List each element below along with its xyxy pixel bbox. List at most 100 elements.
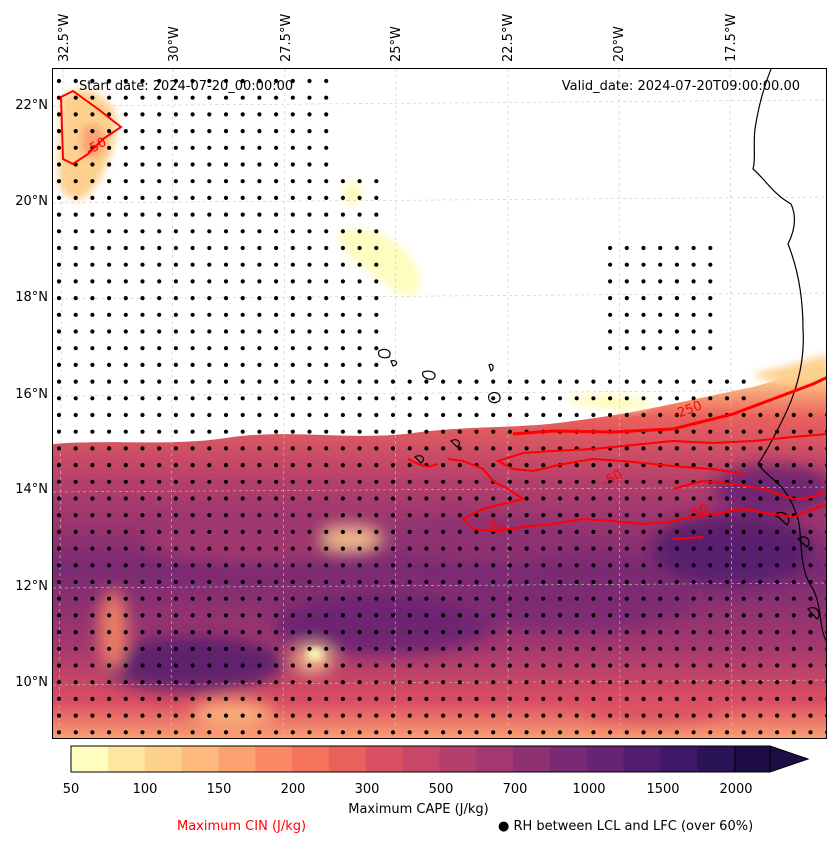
rh-dot	[691, 312, 696, 317]
rh-dot	[357, 362, 362, 367]
rh-dot	[240, 112, 245, 117]
rh-dot	[407, 630, 412, 635]
rh-dot	[608, 663, 613, 668]
rh-dot	[223, 630, 229, 635]
rh-dot	[591, 696, 596, 702]
rh-dot	[157, 730, 162, 735]
rh-dot	[307, 162, 312, 167]
rh-dot	[758, 496, 763, 501]
colorbar-extend-arrow	[734, 745, 810, 773]
rh-dot	[674, 446, 680, 451]
rh-dot	[741, 730, 746, 735]
rh-dot	[591, 630, 596, 635]
rh-dot	[307, 279, 312, 284]
rh-dot	[658, 579, 663, 585]
rh-dot	[674, 596, 680, 601]
rh-dot	[140, 229, 145, 234]
rh-dot	[674, 546, 680, 551]
rh-dot	[73, 579, 78, 585]
rh-dot	[724, 579, 730, 585]
colorbar-tick: 2000	[719, 782, 753, 797]
rh-dot	[107, 262, 112, 267]
rh-dot	[791, 596, 796, 601]
rh-dot	[207, 212, 212, 217]
rh-dot	[474, 730, 479, 735]
rh-dot	[574, 513, 579, 518]
rh-dot	[340, 446, 345, 451]
rh-dot	[207, 95, 212, 100]
rh-dot	[107, 329, 112, 334]
rh-dot	[708, 412, 713, 418]
rh-dot	[240, 680, 245, 685]
rh-dot	[374, 312, 379, 317]
rh-dot	[140, 296, 145, 301]
rh-dot	[457, 463, 462, 468]
rh-dot	[257, 279, 262, 284]
rh-dot	[56, 513, 62, 518]
rh-dot	[541, 663, 546, 668]
rh-dot	[140, 112, 145, 117]
rh-dot	[357, 596, 362, 601]
rh-dot	[173, 463, 178, 468]
rh-dot	[691, 463, 696, 468]
rh-dot	[274, 412, 279, 418]
rh-dot	[758, 613, 763, 618]
rh-dot	[223, 212, 229, 217]
map-panel[interactable]: -50 -250 -50 -50 -50 Start date: 2024-07…	[52, 68, 827, 739]
rh-dot	[223, 713, 229, 718]
rh-dot	[591, 730, 596, 735]
rh-dot	[223, 596, 229, 601]
rh-dot	[140, 312, 145, 317]
rh-dot	[708, 463, 713, 468]
rh-dot	[240, 129, 245, 134]
rh-dot	[190, 546, 195, 551]
rh-dot	[123, 329, 128, 334]
rh-dot	[257, 379, 262, 384]
rh-dot	[374, 195, 379, 200]
rh-dot	[557, 630, 563, 635]
rh-dot	[173, 513, 178, 518]
rh-dot	[107, 162, 112, 167]
rh-dot	[608, 646, 613, 651]
rh-dot	[257, 396, 262, 401]
rh-dot	[140, 429, 145, 434]
rh-dot	[724, 630, 730, 635]
rh-dot	[624, 296, 629, 301]
rh-dot	[207, 496, 212, 501]
rh-dot	[357, 546, 362, 551]
rh-dot	[608, 613, 613, 618]
rh-dot	[324, 145, 329, 150]
rh-dot	[340, 496, 345, 501]
rh-dot	[90, 563, 95, 568]
rh-dot	[123, 162, 128, 167]
rh-dot	[541, 713, 546, 718]
rh-dot	[123, 262, 128, 267]
rh-dot	[424, 696, 429, 702]
rh-dot	[190, 245, 195, 251]
rh-dot	[207, 479, 212, 484]
rh-dot	[173, 479, 178, 484]
rh-dot	[56, 546, 62, 551]
rh-dot	[290, 596, 295, 601]
rh-dot	[274, 396, 279, 401]
rh-dot	[190, 429, 195, 434]
rh-dot	[56, 179, 62, 184]
rh-dot	[541, 563, 546, 568]
rh-dot	[474, 396, 479, 401]
rh-dot	[123, 212, 128, 217]
rh-dot	[290, 479, 295, 484]
rh-dot	[157, 279, 162, 284]
rh-dot	[307, 680, 312, 685]
rh-dot	[691, 496, 696, 501]
rh-dot	[157, 513, 162, 518]
rh-dot	[524, 379, 529, 384]
rh-dot	[56, 596, 62, 601]
rh-dot	[173, 630, 178, 635]
rh-dot	[207, 245, 212, 251]
rh-dot	[73, 529, 78, 534]
rh-dot	[157, 262, 162, 267]
rh-dot	[207, 713, 212, 718]
rh-dot	[491, 463, 496, 468]
rh-dot	[223, 145, 229, 150]
rh-dot	[140, 412, 145, 418]
